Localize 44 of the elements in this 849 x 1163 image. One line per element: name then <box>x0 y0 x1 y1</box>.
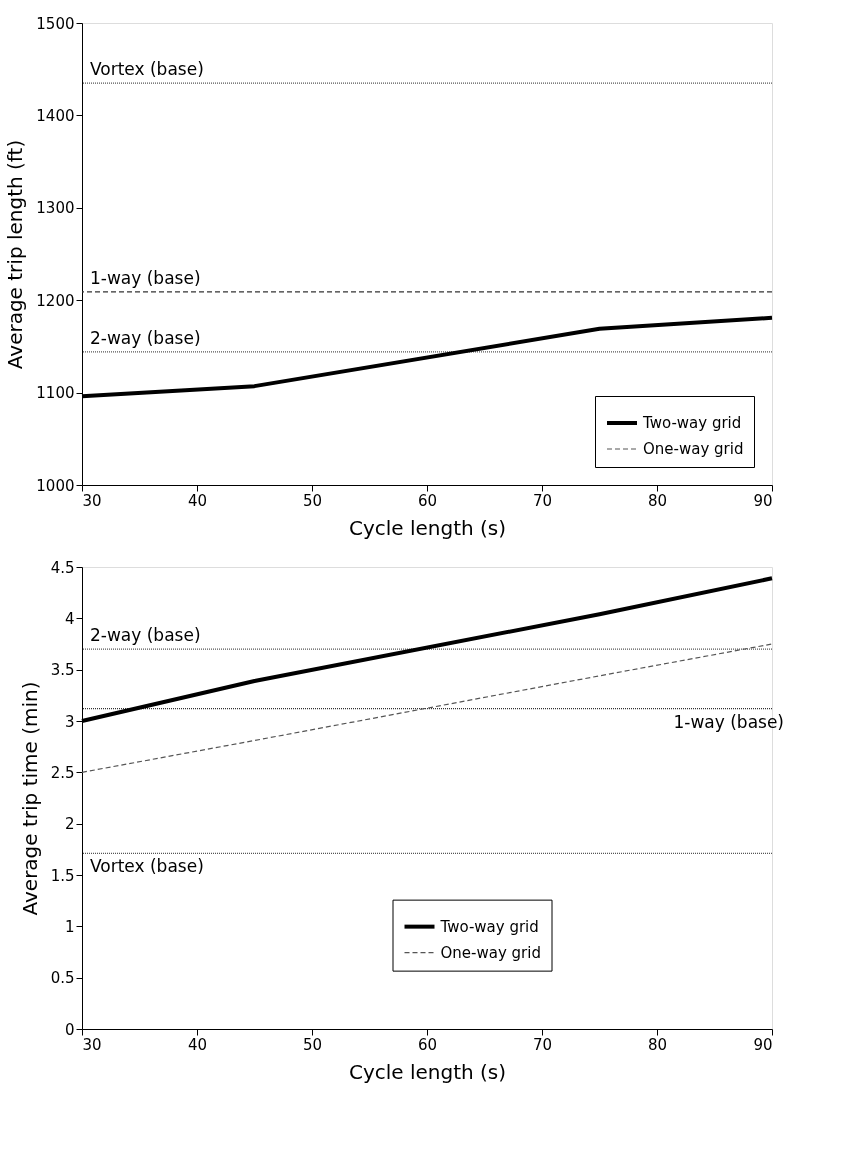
y-tick-label: 4.5 <box>50 558 75 577</box>
x-tick-label: 80 <box>647 1035 668 1054</box>
ref-line-label: Vortex (base) <box>90 59 204 80</box>
y-tick-label: 0 <box>64 1020 75 1039</box>
x-tick-label: 90 <box>753 491 773 510</box>
legend-label: One-way grid <box>643 440 744 458</box>
y-axis-title: Average trip time (min) <box>17 681 42 916</box>
x-tick-label: 40 <box>187 1035 208 1054</box>
ref-line-label: 1-way (base) <box>673 711 784 732</box>
x-axis-title: Cycle length (s) <box>348 1059 507 1084</box>
y-tick-label: 1.5 <box>50 866 75 885</box>
x-tick-label: 70 <box>532 491 553 510</box>
x-tick-label: 80 <box>647 491 668 510</box>
legend-label: One-way grid <box>440 943 541 962</box>
y-tick-label: 1100 <box>36 384 75 403</box>
legend-label: Two-way grid <box>439 917 539 936</box>
x-axis-title: Cycle length (s) <box>348 515 507 540</box>
y-tick-label: 1 <box>64 917 75 936</box>
y-tick-label: 3.5 <box>50 661 75 680</box>
y-tick-label: 1500 <box>36 14 75 33</box>
y-tick-label: 4 <box>64 609 75 628</box>
x-tick-label: 50 <box>302 491 323 510</box>
ref-line-label: 2-way (base) <box>90 327 201 348</box>
ref-line-label: 2-way (base) <box>90 625 201 646</box>
legend-label: Two-way grid <box>642 414 742 432</box>
y-axis-title: Average trip length (ft) <box>3 139 28 370</box>
x-tick-label: 30 <box>82 491 102 510</box>
x-tick-label: 50 <box>302 1035 323 1054</box>
x-tick-label: 30 <box>82 1035 102 1054</box>
x-tick-label: 70 <box>532 1035 553 1054</box>
y-tick-label: 1400 <box>36 106 75 125</box>
y-tick-label: 1300 <box>36 199 75 218</box>
ref-line-label: Vortex (base) <box>90 856 204 877</box>
ref-line-label: 1-way (base) <box>90 267 201 288</box>
x-tick-label: 40 <box>187 491 208 510</box>
x-tick-label: 90 <box>753 1035 773 1054</box>
y-tick-label: 3 <box>64 712 75 731</box>
x-tick-label: 60 <box>417 1035 438 1054</box>
y-tick-label: 2.5 <box>50 763 75 782</box>
y-tick-label: 0.5 <box>50 969 75 988</box>
y-tick-label: 2 <box>64 815 75 834</box>
y-tick-label: 1000 <box>36 476 75 495</box>
x-tick-label: 60 <box>417 491 438 510</box>
y-tick-label: 1200 <box>36 291 75 310</box>
